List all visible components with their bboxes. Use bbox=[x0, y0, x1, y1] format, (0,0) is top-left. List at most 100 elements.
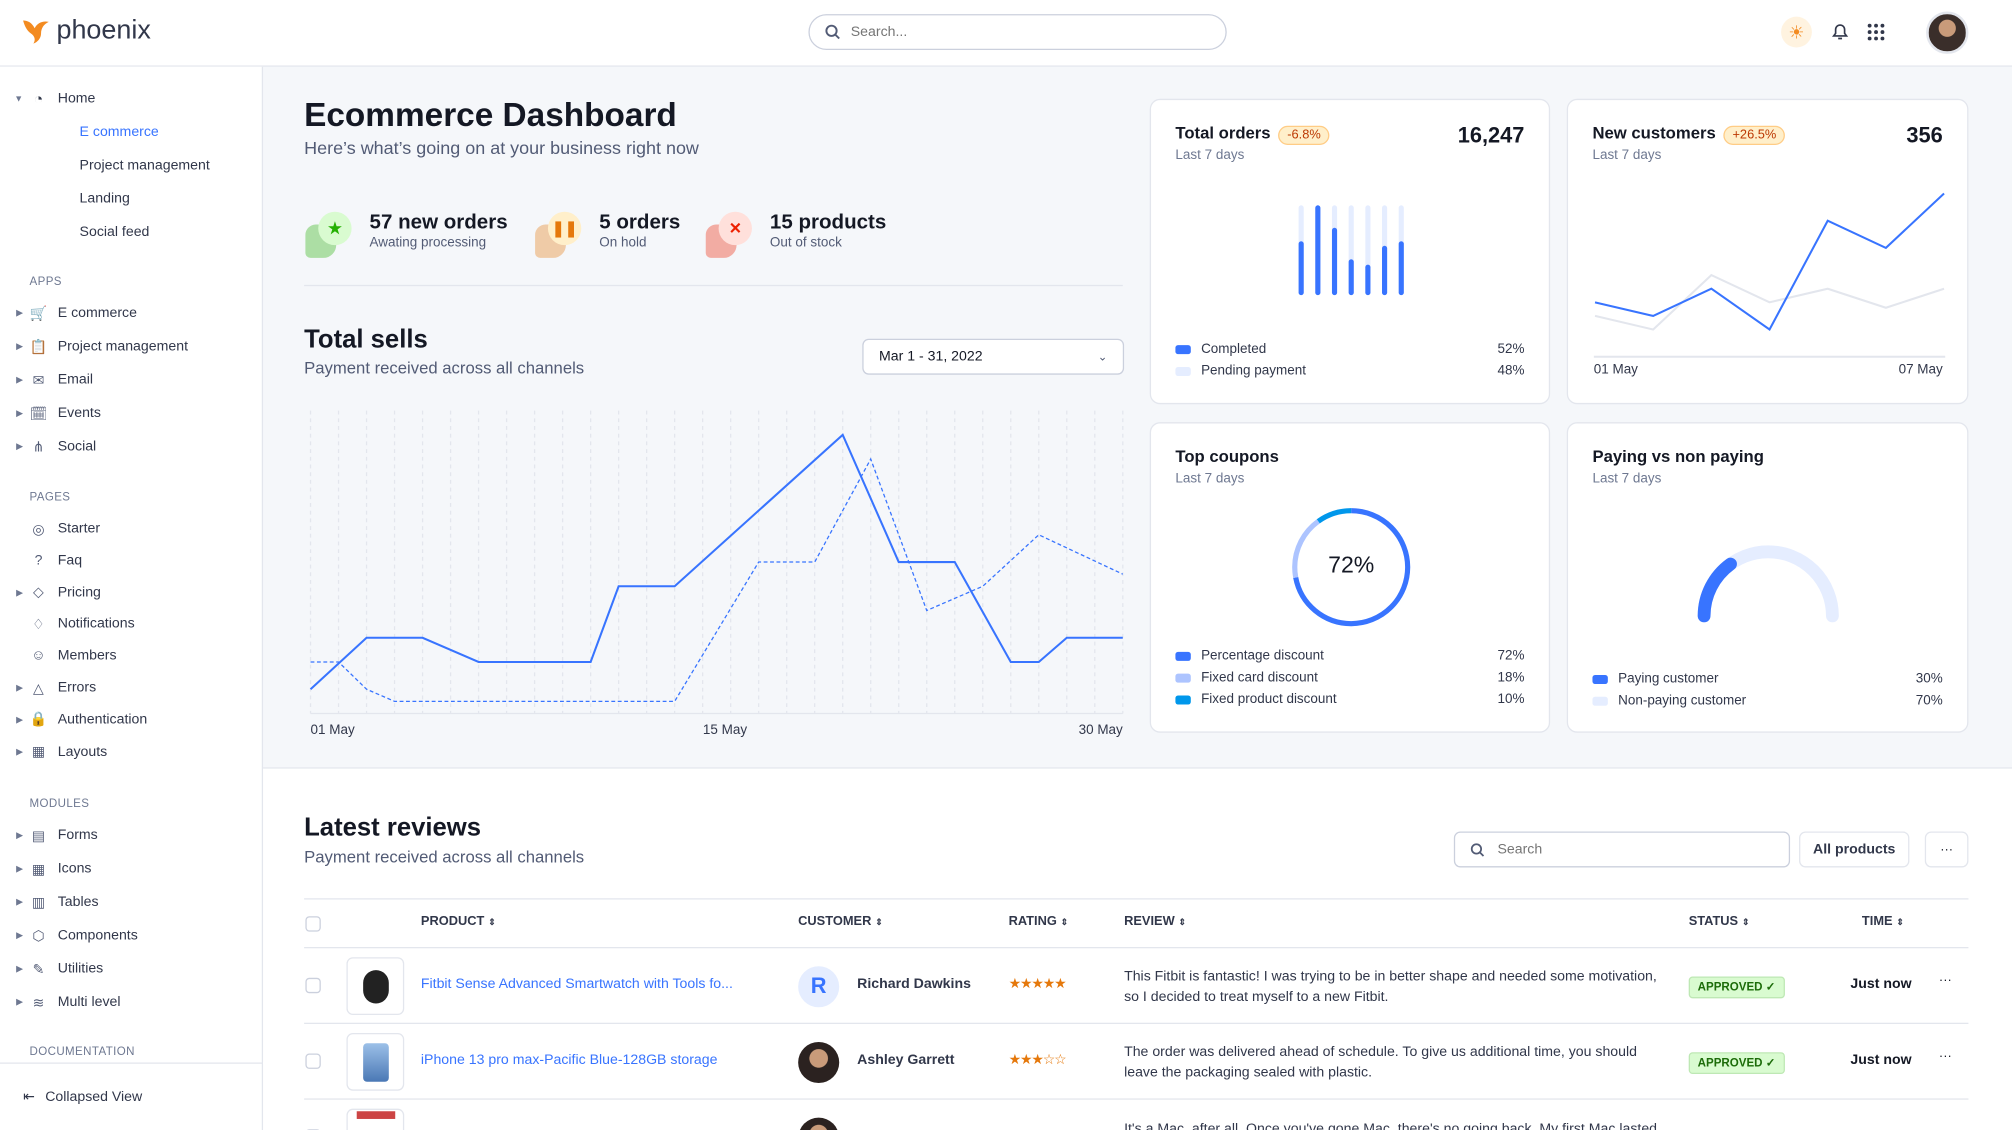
sidebar-item-project-management[interactable]: ▶ 📋 Project management bbox=[0, 334, 188, 360]
x-icon: ✕ bbox=[718, 211, 752, 246]
sidebar-item-label: Project management bbox=[57, 338, 188, 355]
series-line bbox=[1594, 273, 1945, 331]
column-label: STATUS bbox=[1688, 914, 1739, 930]
sidebar-item-e-commerce[interactable]: ▶ 🛒 E commerce bbox=[0, 300, 137, 326]
customer-name[interactable]: Ashley Garrett bbox=[857, 1052, 955, 1068]
more-options-button[interactable]: ··· bbox=[1924, 831, 1969, 868]
sidebar-item-icons[interactable]: ▶ ▦ Icons bbox=[0, 856, 91, 882]
collapsed-view-button[interactable]: ⇤ Collapsed View bbox=[23, 1088, 142, 1105]
row-checkbox[interactable] bbox=[305, 977, 321, 994]
star-empty-icon: ☆ bbox=[1042, 1052, 1056, 1068]
product-image[interactable] bbox=[346, 1032, 405, 1091]
rating-stars: ★★★☆☆ bbox=[1009, 1051, 1067, 1068]
column-header-rating[interactable]: RATING ⇕ bbox=[1009, 915, 1069, 929]
sidebar-item-label: Components bbox=[57, 927, 138, 944]
product-link[interactable]: Fitbit Sense Advanced Smartwatch with To… bbox=[420, 976, 733, 992]
column-header-customer[interactable]: CUSTOMER ⇕ bbox=[798, 915, 883, 929]
top-coupons-card: Top coupons Last 7 days 72% Percentage d… bbox=[1149, 422, 1551, 733]
column-header-status[interactable]: STATUS ⇕ bbox=[1689, 915, 1750, 929]
legend-swatch bbox=[1175, 366, 1191, 376]
product-link[interactable]: iPhone 13 pro max-Pacific Blue-128GB sto… bbox=[420, 1052, 718, 1068]
sidebar-item-faq[interactable]: ? Faq bbox=[0, 548, 83, 574]
bar-completed bbox=[1331, 227, 1338, 296]
caret-right-icon: ▶ bbox=[16, 409, 24, 419]
bell-icon: ♢ bbox=[32, 617, 45, 633]
logo[interactable]: phoenix bbox=[21, 15, 151, 46]
product-thumbnail bbox=[362, 1042, 389, 1082]
column-header-review[interactable]: REVIEW ⇕ bbox=[1124, 915, 1186, 929]
sidebar-item-notifications[interactable]: ♢ Notifications bbox=[0, 611, 135, 637]
sidebar-item-social[interactable]: ▶ ⋔ Social bbox=[0, 434, 96, 460]
legend-item: Completed 52% bbox=[1175, 341, 1524, 357]
column-header-product[interactable]: PRODUCT ⇕ bbox=[421, 915, 496, 929]
card-title: New customers bbox=[1592, 123, 1716, 143]
stat-icon-wrap: ✕ bbox=[705, 211, 757, 261]
select-all-checkbox[interactable] bbox=[305, 916, 321, 932]
x-tick-end: 07 May bbox=[1898, 361, 1943, 378]
caret-down-icon: ▼ bbox=[14, 94, 24, 104]
sidebar-item-layouts[interactable]: ▶ ▦ Layouts bbox=[0, 739, 107, 765]
sidebar-item-label: Social bbox=[57, 438, 97, 455]
date-range-select[interactable]: Mar 1 - 31, 2022 ⌄ bbox=[862, 338, 1125, 375]
compass-icon: ◎ bbox=[32, 521, 45, 538]
sidebar-item-home[interactable]: ▼ ◔ Home bbox=[0, 86, 95, 112]
total-sells-subtitle: Payment received across all channels bbox=[304, 358, 585, 378]
column-label: CUSTOMER bbox=[798, 914, 872, 930]
legend-label: Non-paying customer bbox=[1618, 692, 1747, 709]
sidebar-subitem[interactable]: Project management bbox=[79, 157, 210, 174]
card-subtitle: Last 7 days bbox=[1175, 147, 1245, 163]
product-thumbnail bbox=[362, 969, 389, 1003]
series-line-dashed bbox=[310, 457, 1124, 702]
new-customers-value: 356 bbox=[1906, 123, 1943, 148]
paying-gauge-chart bbox=[1697, 545, 1839, 623]
sidebar-item-members[interactable]: ☺ Members bbox=[0, 643, 116, 669]
legend-swatch bbox=[1175, 344, 1191, 354]
sidebar-item-starter[interactable]: ◎ Starter bbox=[0, 516, 100, 542]
row-checkbox[interactable] bbox=[305, 1053, 321, 1069]
donut-slice bbox=[1292, 508, 1411, 627]
review-time: Just now bbox=[1850, 976, 1912, 992]
reviews-search[interactable] bbox=[1453, 831, 1791, 868]
sidebar-item-authentication[interactable]: ▶ 🔒 Authentication bbox=[0, 707, 147, 733]
sidebar-item-email[interactable]: ▶ ✉ Email bbox=[0, 367, 93, 393]
star-filled-icon: ★ bbox=[1054, 976, 1067, 992]
sidebar-item-components[interactable]: ▶ ⬡ Components bbox=[0, 923, 138, 949]
row-actions-button[interactable]: ··· bbox=[1938, 1049, 1952, 1064]
divider bbox=[0, 1062, 264, 1064]
sort-icon: ⇕ bbox=[1896, 918, 1904, 928]
sidebar-subitem[interactable]: Landing bbox=[79, 191, 130, 207]
global-search-input[interactable] bbox=[850, 24, 1211, 40]
sidebar-subitem[interactable]: E commerce bbox=[79, 124, 159, 140]
bell-icon[interactable] bbox=[1830, 21, 1851, 42]
theme-toggle-sun-icon[interactable]: ☀ bbox=[1781, 16, 1812, 48]
sidebar-item-tables[interactable]: ▶ ▥ Tables bbox=[0, 889, 98, 915]
sidebar-subitem[interactable]: Social feed bbox=[79, 224, 150, 240]
row-actions-button[interactable]: ··· bbox=[1938, 973, 1952, 989]
legend-value: 18% bbox=[1497, 669, 1525, 686]
sidebar-item-pricing[interactable]: ▶ ◇ Pricing bbox=[0, 579, 101, 605]
sort-icon: ⇕ bbox=[875, 918, 883, 928]
reviews-search-input[interactable] bbox=[1497, 841, 1755, 858]
all-products-button[interactable]: All products bbox=[1799, 831, 1910, 868]
customer-name[interactable]: Richard Dawkins bbox=[857, 976, 971, 992]
sidebar-item-errors[interactable]: ▶ △ Errors bbox=[0, 675, 96, 701]
customer-avatar bbox=[798, 1041, 840, 1084]
total-orders-card: Total orders -6.8% Last 7 days 16,247 Com… bbox=[1149, 98, 1551, 405]
x-tick-label: 15 May bbox=[703, 722, 747, 737]
star-filled-icon: ★ bbox=[1019, 976, 1033, 992]
legend-label: Percentage discount bbox=[1201, 648, 1324, 664]
user-avatar[interactable] bbox=[1926, 11, 1969, 54]
product-image[interactable] bbox=[346, 957, 405, 1016]
global-search[interactable] bbox=[808, 14, 1227, 51]
sidebar-item-multi-level[interactable]: ▶ ≋ Multi level bbox=[0, 989, 120, 1015]
sort-icon: ⇕ bbox=[1741, 918, 1750, 928]
sidebar-item-utilities[interactable]: ▶ ✎ Utilities bbox=[0, 956, 103, 982]
sidebar-item-events[interactable]: ▶ 🗓 Events bbox=[0, 400, 101, 426]
apps-grid-icon[interactable] bbox=[1867, 23, 1885, 41]
card-title: Top coupons bbox=[1175, 446, 1279, 466]
tag-icon: ◇ bbox=[33, 585, 44, 601]
sidebar-item-forms[interactable]: ▶ ▤ Forms bbox=[0, 823, 98, 849]
top-bar: phoenix ☀ bbox=[0, 0, 2012, 67]
column-header-time[interactable]: TIME ⇕ bbox=[1862, 915, 1904, 929]
product-image[interactable] bbox=[346, 1108, 405, 1130]
